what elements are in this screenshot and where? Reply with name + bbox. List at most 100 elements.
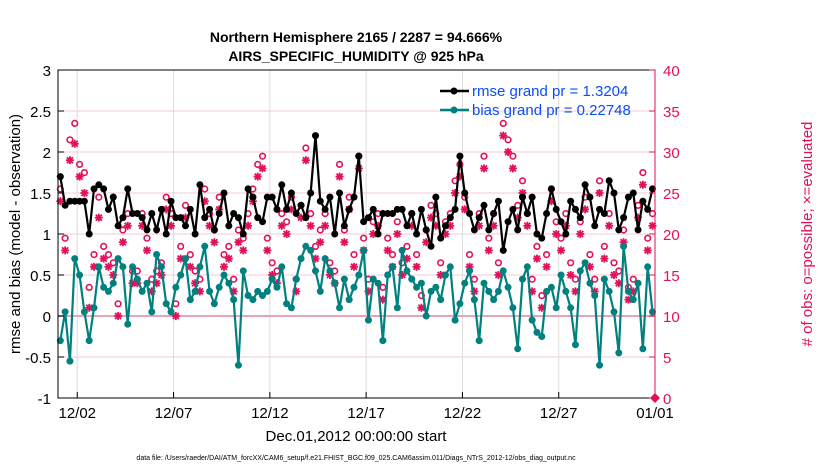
y-tick-label: 3 [43,63,51,80]
possible-obs-marker [533,242,541,250]
asterisk-stroke [384,246,392,255]
possible-obs-marker [230,275,238,283]
bias-point [533,328,541,336]
rmse-point [201,214,209,222]
y2-tick-label: 5 [663,350,671,367]
rmse-point [302,214,310,222]
rmse-point [562,230,570,238]
rmse-point [427,242,435,250]
evaluated-obs-marker [585,262,594,271]
evaluated-obs-marker [508,164,517,173]
bias-point [56,337,64,345]
asterisk-stroke [567,271,575,279]
bias-point [494,287,502,295]
y2-tick-label: 10 [663,309,680,326]
possible-obs-marker [629,275,637,283]
y-tick-label: 1 [43,227,51,244]
bias-point [634,279,642,287]
evaluated-obs-marker [104,262,113,271]
bias-point [297,255,305,263]
bias-point [220,271,228,279]
x-tick-label: 01/01 [636,405,674,422]
possible-obs-marker [162,193,170,201]
possible-obs-marker [514,201,522,209]
rmse-point [307,189,315,197]
bias-point [307,246,315,254]
asterisk-stroke [533,254,541,263]
asterisk-stroke [71,140,79,148]
rmse-point [85,230,93,238]
rmse-point [206,205,214,213]
evaluated-obs-marker [523,221,532,230]
rmse-point [466,210,474,217]
bias-point [615,349,623,357]
rmse-point [408,210,416,217]
possible-obs-marker [504,136,512,144]
bias-point [230,296,238,304]
bias-point [85,337,93,345]
rmse-point [461,189,469,197]
rmse-point [600,210,608,217]
rmse-point [129,210,137,217]
possible-obs-marker [470,275,478,283]
bias-point [581,259,589,267]
rmse-point [456,152,464,160]
bias-point [523,263,531,271]
rmse-point [157,205,165,213]
rmse-point [576,214,584,222]
bias-point [292,275,300,283]
y-tick-label: 2.5 [30,104,51,121]
rmse-point [100,185,108,193]
bias-point [485,287,493,295]
bias-point [206,287,214,295]
rmse-point [220,189,228,197]
rmse-point [639,197,647,205]
bias-point [239,267,247,275]
possible-obs-marker [557,234,565,242]
rmse-point [177,214,185,222]
bias-point [422,312,430,320]
bias-point [398,246,406,254]
bias-point [76,271,84,279]
rmse-point [249,193,257,201]
asterisk-stroke [239,246,247,255]
evaluated-obs-marker [282,230,291,238]
bias-point [196,263,204,271]
bias-point [133,275,141,283]
bias-point [336,304,344,312]
evaluated-obs-marker [581,205,590,214]
bias-point [547,283,555,291]
rmse-point [615,226,623,234]
rmse-point [432,193,440,201]
bias-point [80,308,88,316]
asterisk-stroke [143,246,151,255]
bias-point [504,283,512,291]
rmse-point [90,185,98,193]
bias-point [278,263,286,271]
bias-point [181,255,189,263]
possible-obs-marker [225,242,233,250]
rmse-point [523,210,531,217]
rmse-point [547,185,555,193]
bias-point [283,300,291,308]
possible-obs-marker [571,275,580,283]
bias-point [234,361,242,369]
evaluated-obs-marker [253,172,262,181]
bias-point [124,320,132,328]
possible-obs-marker [181,201,190,209]
rmse-point [624,193,632,201]
rmse-point [162,230,170,238]
evaluated-obs-marker [61,246,70,255]
rmse-point [470,226,478,234]
asterisk-stroke [350,263,358,271]
bias-point [119,263,127,271]
y2-tick-label: 35 [663,104,680,121]
bias-point [437,296,445,304]
asterisk-stroke [523,222,531,230]
possible-obs-marker [615,267,623,275]
rmse-point [533,230,541,238]
possible-obs-marker [268,259,276,267]
rmse-point [571,205,579,213]
evaluated-obs-marker [638,180,647,189]
possible-obs-marker [66,136,74,144]
